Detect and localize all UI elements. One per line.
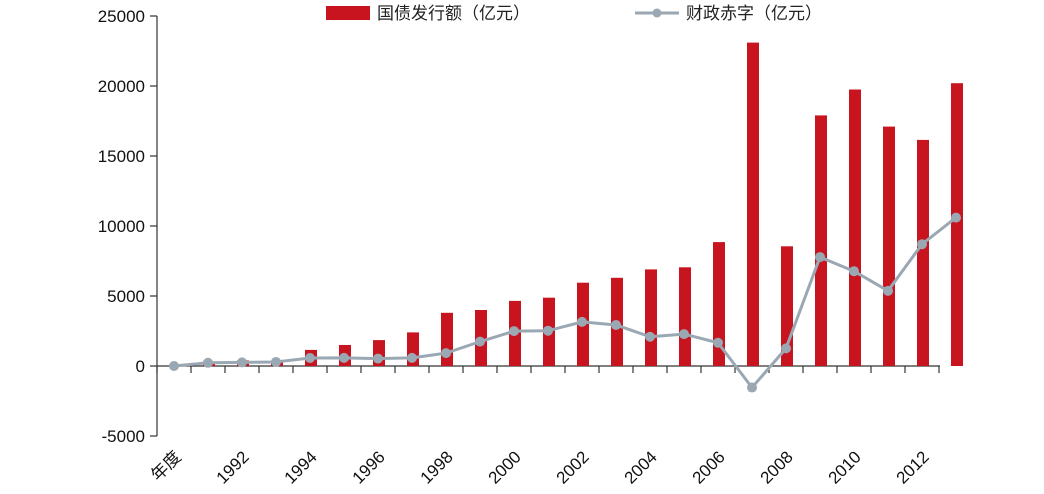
deficit-point-1996 — [373, 353, 383, 364]
y-tick-label: 0 — [136, 357, 145, 376]
deficit-line — [173, 216, 957, 390]
legend-swatch-bonds — [326, 6, 370, 20]
legend-label-bonds: 国债发行额（亿元） — [377, 4, 530, 24]
deficit-point-2008 — [781, 343, 791, 354]
y-tick-label: 25000 — [98, 7, 145, 26]
x-axis-labels: 年度 1992 1994 1996 1998 2000 2002 2004 2006 2008 20… — [147, 447, 932, 487]
x-tick-label: 1998 — [417, 447, 457, 487]
x-tick-label: 2010 — [825, 447, 865, 487]
bar-1998 — [441, 312, 453, 366]
bar-2009 — [815, 115, 827, 367]
deficit-point-2003 — [611, 319, 621, 330]
deficit-point-2011 — [883, 285, 893, 296]
x-tick-label: 2008 — [757, 447, 797, 487]
deficit-point-2002 — [577, 316, 587, 327]
bar-2005 — [679, 267, 691, 366]
x-tick-label: 2004 — [621, 447, 661, 487]
x-tick-label: 2006 — [689, 447, 729, 487]
deficit-point-1991 — [203, 357, 213, 368]
bar-2013 — [951, 83, 963, 366]
deficit-point-1999 — [475, 336, 485, 347]
y-tick-label: 5000 — [107, 287, 145, 306]
deficit-point-2006 — [713, 337, 723, 348]
deficit-point-2007 — [747, 382, 757, 393]
bar-2004 — [645, 269, 657, 366]
deficit-point-2001 — [543, 325, 553, 336]
deficit-point-1993 — [271, 356, 281, 367]
bar-2010 — [849, 89, 861, 366]
deficit-point-1998 — [441, 348, 451, 359]
deficit-point-2013 — [951, 212, 961, 223]
bar-2011 — [883, 126, 895, 366]
y-axis-labels: -5000 0 5000 10000 15000 20000 25000 — [98, 7, 145, 446]
deficit-point-1992 — [237, 357, 247, 368]
x-tick-label: 2012 — [893, 447, 933, 487]
deficit-point-2009 — [815, 252, 825, 263]
deficit-point-1997 — [407, 352, 417, 363]
x-tick-label: 2000 — [485, 447, 525, 487]
x-tick-label: 2002 — [553, 447, 593, 487]
x-tick-label: 1992 — [213, 447, 253, 487]
x-tick-label: 1994 — [281, 447, 321, 487]
y-tick-label: -5000 — [102, 427, 145, 446]
deficit-point-年度 — [169, 361, 179, 371]
legend-label-deficit: 财政赤字（亿元） — [686, 4, 822, 24]
y-tick-label: 20000 — [98, 77, 145, 96]
y-tick-label: 10000 — [98, 217, 145, 236]
y-tick-label: 15000 — [98, 147, 145, 166]
deficit-point-1994 — [305, 353, 315, 364]
legend-swatch-deficit-marker — [652, 8, 662, 18]
legend: 国债发行额（亿元） 财政赤字（亿元） — [326, 4, 822, 24]
bar-2012 — [917, 139, 929, 366]
deficit-point-2004 — [645, 331, 655, 342]
x-tick-label: 年度 — [147, 447, 184, 484]
x-tick-label: 1996 — [349, 447, 389, 487]
bar-2006 — [713, 242, 725, 366]
deficit-point-2012 — [917, 239, 927, 250]
deficit-point-1995 — [339, 352, 349, 363]
bar-2007 — [747, 42, 759, 366]
line-series — [169, 212, 961, 393]
deficit-point-2010 — [849, 266, 859, 277]
deficit-point-2000 — [509, 326, 519, 337]
deficit-point-2005 — [679, 329, 689, 340]
